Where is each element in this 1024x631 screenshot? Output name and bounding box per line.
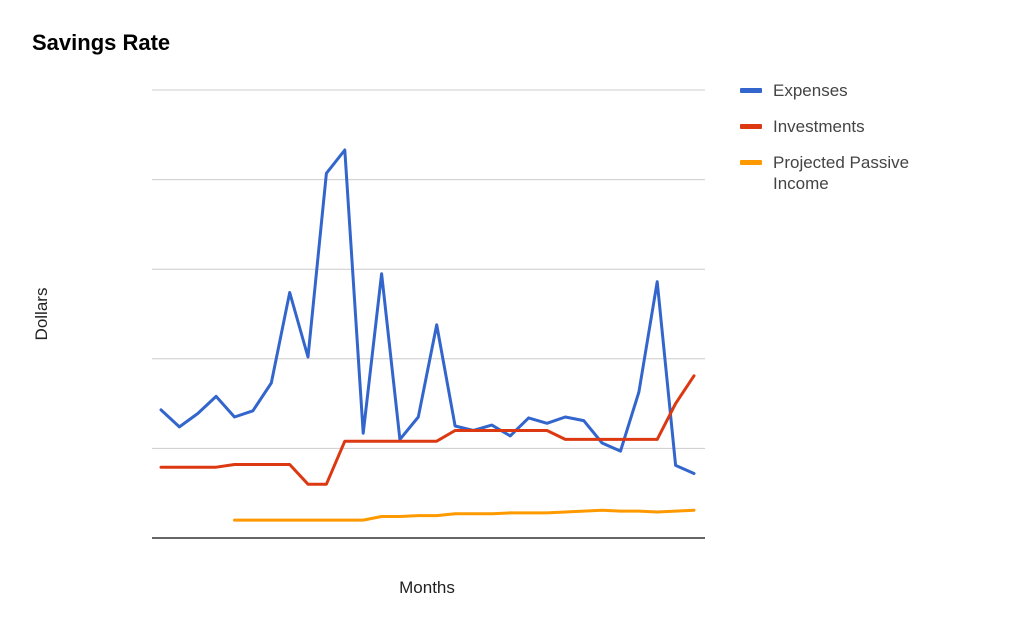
series-line-projected-passive-income[interactable] [233, 508, 696, 522]
legend: Expenses Investments Projected Passive I… [740, 80, 980, 209]
legend-label-expenses: Expenses [773, 81, 848, 100]
x-axis-label: Months [399, 578, 455, 597]
chart-title: Savings Rate [32, 30, 171, 55]
legend-swatch-projected-passive-income [740, 160, 762, 165]
legend-swatch-expenses [740, 88, 762, 93]
legend-item-expenses[interactable]: Expenses [740, 80, 980, 101]
legend-label-projected-passive-income: Projected Passive Income [773, 153, 910, 193]
legend-item-investments[interactable]: Investments [740, 116, 980, 137]
series-line-expenses[interactable] [159, 148, 696, 475]
legend-item-projected-passive-income[interactable]: Projected Passive Income [740, 152, 980, 194]
series-line-investments[interactable] [159, 374, 696, 486]
legend-label-investments: Investments [773, 117, 865, 136]
legend-swatch-investments [740, 124, 762, 129]
y-axis-label: Dollars [32, 287, 51, 341]
